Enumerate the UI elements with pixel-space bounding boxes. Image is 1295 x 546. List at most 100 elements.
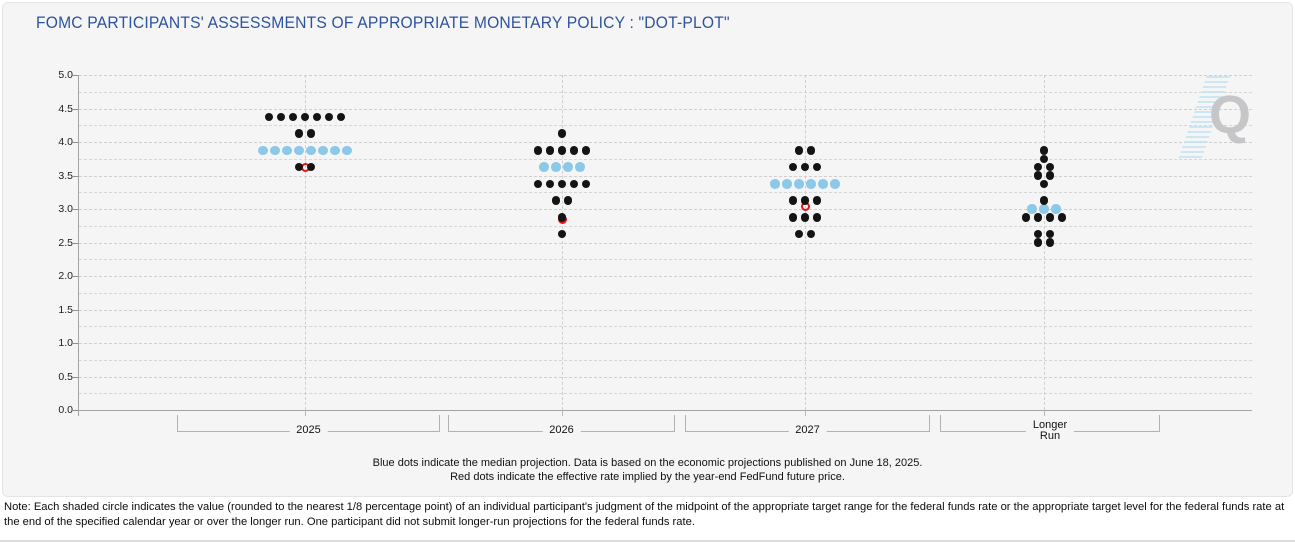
y-axis-tick-mark xyxy=(72,142,78,143)
grid-line xyxy=(79,175,1252,177)
projection-dot xyxy=(336,112,346,122)
median-dot xyxy=(575,162,585,172)
y-axis-tick-label: 0.0 xyxy=(58,404,73,416)
grid-line xyxy=(79,259,1252,261)
grid-line xyxy=(79,125,1252,127)
y-axis-tick-mark xyxy=(72,410,78,411)
median-dot xyxy=(306,145,316,156)
projection-dot xyxy=(563,196,573,205)
projection-dot xyxy=(1045,238,1055,247)
bottom-divider xyxy=(0,540,1295,542)
median-dot xyxy=(282,145,292,156)
projection-dot xyxy=(545,146,555,155)
projection-dot xyxy=(569,146,579,155)
median-dot xyxy=(1027,204,1037,214)
projection-dot xyxy=(533,146,543,155)
projection-dot xyxy=(800,162,810,172)
projection-dot xyxy=(806,146,816,155)
grid-line xyxy=(79,209,1252,210)
projection-dot xyxy=(533,179,543,189)
grid-line xyxy=(79,142,1252,143)
y-axis-tick-label: 3.5 xyxy=(58,169,73,182)
grid-line xyxy=(79,309,1252,311)
projection-dot xyxy=(557,129,567,138)
grid-line xyxy=(79,91,1252,93)
projection-dot xyxy=(557,213,567,222)
y-axis-line xyxy=(78,75,79,416)
y-axis-tick-mark xyxy=(72,75,78,76)
projection-dot xyxy=(794,229,804,239)
median-dot xyxy=(770,179,780,189)
projection-dot xyxy=(794,146,804,155)
projection-dot xyxy=(806,229,816,239)
projection-dot xyxy=(288,112,298,122)
category-label: 2026 xyxy=(542,424,581,437)
median-dot xyxy=(318,145,328,156)
median-dot xyxy=(294,145,304,156)
projection-dot xyxy=(264,112,274,122)
chart-title: FOMC PARTICIPANTS' ASSESSMENTS OF APPROP… xyxy=(36,13,730,32)
projection-dot xyxy=(1045,162,1055,172)
projection-dot xyxy=(812,162,822,172)
median-dot xyxy=(794,179,804,189)
category-bracket: 2025 xyxy=(177,415,440,437)
y-axis-tick-mark xyxy=(72,309,78,311)
projection-dot xyxy=(1045,171,1055,180)
projection-dot xyxy=(1039,154,1049,163)
y-axis-tick-label: 3.0 xyxy=(58,203,73,215)
median-dot xyxy=(563,162,573,172)
projection-dot xyxy=(788,196,798,205)
projection-dot xyxy=(312,112,322,122)
category-bracket: Longer Run xyxy=(940,415,1160,442)
category-center-line xyxy=(562,75,563,410)
watermark-q-logo: Q xyxy=(1209,85,1252,145)
projection-dot xyxy=(1039,146,1049,155)
median-dot xyxy=(330,145,340,156)
projection-dot xyxy=(557,146,567,155)
median-dot xyxy=(270,145,280,156)
projection-dot xyxy=(276,112,286,122)
projection-dot xyxy=(1045,229,1055,239)
median-dot xyxy=(830,179,840,189)
projection-dot xyxy=(800,196,810,205)
grid-line xyxy=(79,276,1252,277)
y-axis-tick-mark xyxy=(72,209,78,210)
category-axis-tick xyxy=(805,410,806,416)
projection-dot xyxy=(788,213,798,222)
category-axis-tick xyxy=(562,410,563,416)
y-axis-tick-label: 1.5 xyxy=(58,303,73,316)
median-dot xyxy=(818,179,828,189)
y-axis-tick-label: 4.0 xyxy=(58,136,73,148)
projection-dot xyxy=(1033,162,1043,172)
projection-dot xyxy=(1033,213,1043,222)
projection-dot xyxy=(306,162,316,172)
category-label: Longer Run xyxy=(1025,420,1075,442)
projection-dot xyxy=(581,179,591,189)
y-axis-tick-label: 2.0 xyxy=(58,270,73,282)
category-center-line xyxy=(305,75,306,410)
projection-dot xyxy=(1057,213,1067,222)
footnote-text: Note: Each shaded circle indicates the v… xyxy=(4,500,1291,530)
projection-dot xyxy=(812,213,822,222)
projection-dot xyxy=(294,162,304,172)
grid-line xyxy=(79,376,1252,378)
projection-dot xyxy=(1039,179,1049,189)
y-axis-tick-mark xyxy=(72,108,78,110)
projection-dot xyxy=(557,179,567,189)
median-dot xyxy=(782,179,792,189)
y-axis-tick-mark xyxy=(72,343,78,344)
median-dot xyxy=(342,145,352,156)
y-axis-tick-mark xyxy=(72,276,78,277)
projection-dot xyxy=(557,229,567,239)
median-dot xyxy=(539,162,549,172)
projection-dot xyxy=(569,179,579,189)
grid-line xyxy=(79,292,1252,294)
grid-line xyxy=(79,108,1252,110)
y-axis-tick-mark xyxy=(72,175,78,177)
projection-dot xyxy=(800,213,810,222)
grid-line xyxy=(79,343,1252,344)
median-dot xyxy=(806,179,816,189)
projection-dot xyxy=(545,179,555,189)
projection-dot xyxy=(300,112,310,122)
x-axis-line xyxy=(78,410,1252,411)
